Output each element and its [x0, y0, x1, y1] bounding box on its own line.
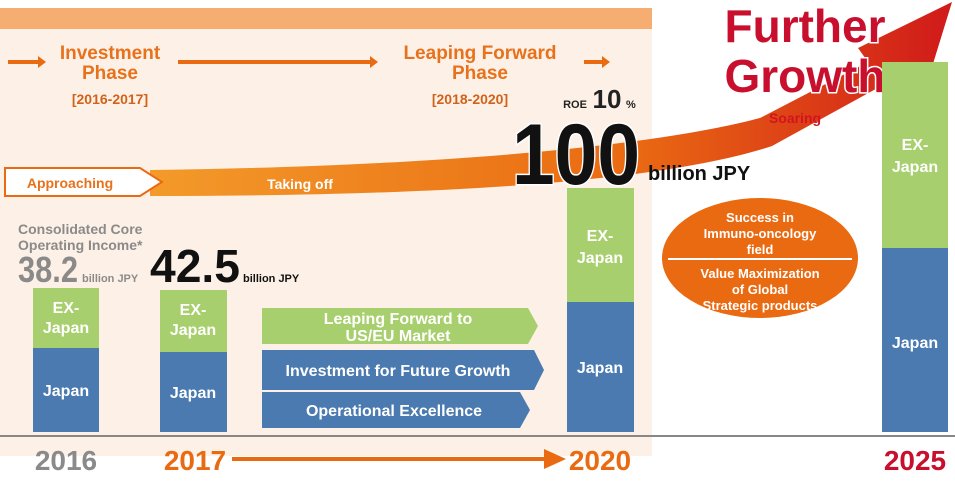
goal-title: Further: [725, 0, 886, 52]
infographic: Investment Phase [2016-2017] Leaping For…: [0, 0, 955, 478]
segment-label: EX-: [587, 228, 614, 245]
strategy-label: Immuno-oncology: [704, 226, 817, 241]
initiative-label: US/EU Market: [346, 328, 452, 345]
segment-label: EX-: [180, 302, 207, 319]
segment-label: Japan: [892, 335, 938, 352]
target-unit: billion JPY: [648, 163, 751, 185]
stage-label: Approaching: [27, 175, 113, 191]
initiative-label: Leaping Forward to: [324, 311, 473, 328]
income-value: 38.2: [18, 249, 78, 290]
year-label: 2017: [164, 445, 226, 476]
income-unit: billion JPY: [243, 273, 300, 285]
strategy-label: of Global: [732, 282, 788, 297]
year-label: 2016: [35, 445, 97, 476]
income-value: 42.5: [150, 240, 240, 292]
initiative-label: Investment for Future Growth: [286, 363, 511, 380]
segment-label: Japan: [43, 383, 89, 400]
segment-label: Japan: [43, 320, 89, 337]
phase-title: Leaping Forward: [403, 43, 556, 64]
stage-label: Taking off: [267, 176, 333, 192]
segment-label: Japan: [892, 159, 938, 176]
phase-period: [2016-2017]: [72, 91, 148, 107]
year-label: 2020: [569, 445, 631, 476]
segment-label: Japan: [577, 360, 623, 377]
segment-label: Japan: [170, 322, 216, 339]
phase-title: Phase: [452, 63, 508, 84]
strategy-label: Strategic products: [703, 298, 818, 313]
page: {"phases": [{"title": ["Investment", "Ph…: [0, 0, 955, 478]
income-caption: Consolidated Core: [18, 221, 143, 237]
segment-label: Japan: [170, 385, 216, 402]
phase-title: Investment: [60, 43, 161, 64]
strategy-label: Value Maximization: [700, 266, 819, 281]
year-label: 2025: [884, 445, 946, 476]
strategy-label: Success in: [726, 210, 794, 225]
phase-band: [0, 8, 652, 29]
phase-period: [2018-2020]: [432, 91, 508, 107]
income-unit: billion JPY: [82, 273, 139, 285]
stage-label: Soaring: [769, 110, 821, 126]
strategy-label: field: [747, 242, 774, 257]
goal-title: Growth: [725, 50, 886, 102]
segment-label: EX-: [53, 300, 80, 317]
segment-label: EX-: [902, 137, 929, 154]
initiative-label: Operational Excellence: [306, 403, 482, 420]
segment-label: Japan: [577, 250, 623, 267]
phase-title: Phase: [82, 63, 138, 84]
